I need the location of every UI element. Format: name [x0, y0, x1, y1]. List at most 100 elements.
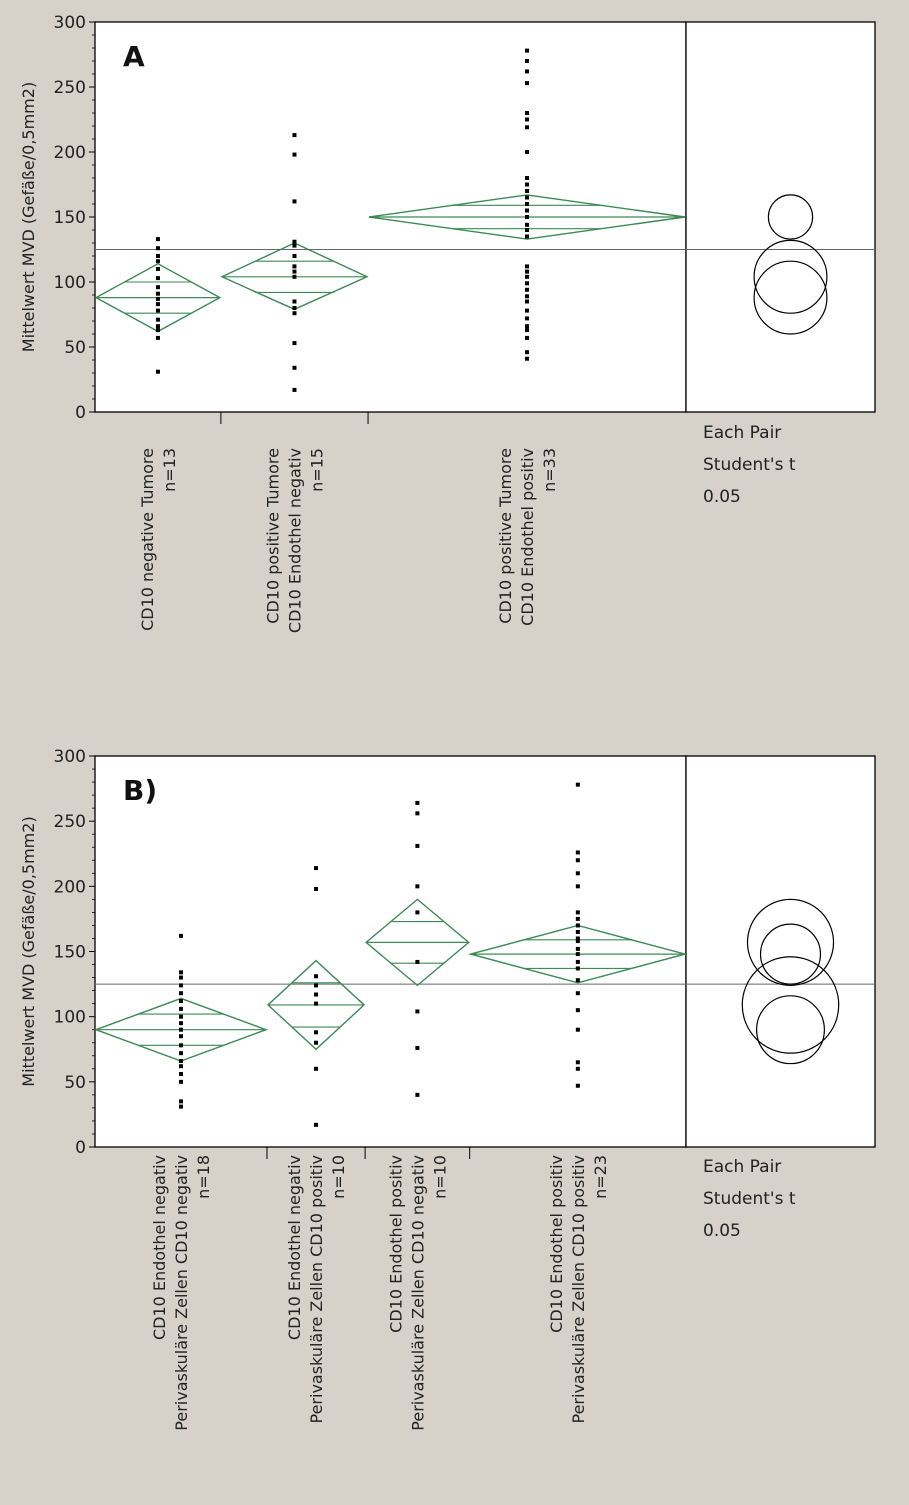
data-point	[155, 237, 160, 242]
data-point	[314, 1066, 319, 1071]
plot-area	[94, 755, 687, 1148]
data-point	[525, 208, 530, 213]
data-point	[292, 269, 297, 274]
panel-label: B)	[123, 774, 157, 807]
data-point	[525, 228, 530, 232]
data-point	[525, 81, 530, 86]
data-point	[415, 843, 420, 848]
data-point	[525, 356, 530, 361]
y-tick-label: 100	[54, 1008, 86, 1028]
category-label: CD10 Endothel positiv	[518, 448, 537, 626]
data-point	[155, 328, 160, 333]
data-point	[525, 176, 530, 180]
data-point	[314, 992, 319, 997]
data-point	[178, 1021, 183, 1026]
data-point	[178, 991, 183, 996]
y-axis-label: Mittelwert MVD (Gefäße/0,5mm2)	[19, 82, 38, 352]
data-point	[575, 978, 580, 983]
data-point	[178, 1014, 183, 1019]
data-point	[575, 923, 580, 928]
data-point	[525, 294, 530, 299]
group-3: CD10 Endothel positiv Perivaskuläre Zelle…	[467, 782, 688, 1424]
data-point	[178, 1043, 183, 1048]
data-point	[292, 341, 297, 346]
data-point	[525, 111, 530, 115]
data-point	[178, 975, 183, 980]
data-point	[525, 202, 530, 206]
y-tick-label: 0	[75, 403, 86, 423]
data-point	[525, 222, 530, 227]
data-point	[155, 254, 160, 258]
category-label: Perivaskuläre Zellen CD10 negativ	[172, 1155, 191, 1431]
y-tick-label: 200	[54, 877, 86, 897]
data-point	[415, 811, 420, 816]
category-label: Perivaskuläre Zellen CD10 negativ	[408, 1155, 427, 1431]
comparison-text: 0.05	[703, 487, 741, 507]
category-label: n=18	[194, 1155, 213, 1199]
data-point	[292, 243, 297, 248]
chart-panel-1: 0 50 100 150 200 250 300 Mittelwert MVD (Gefäße…	[19, 747, 876, 1431]
group-0: CD10 negative Tumore n=13	[94, 237, 222, 631]
data-point	[525, 117, 530, 122]
data-point	[155, 276, 160, 281]
comparison-circle	[759, 923, 822, 985]
comparison-circle	[741, 956, 840, 1054]
data-point	[575, 858, 580, 863]
y-tick-label: 50	[64, 338, 86, 358]
category-label: CD10 Endothel positiv	[547, 1155, 566, 1333]
data-point	[525, 215, 530, 219]
y-tick-label: 300	[54, 13, 86, 33]
data-point	[178, 970, 183, 975]
comparison-circle	[753, 260, 828, 335]
data-point	[575, 946, 580, 951]
data-point	[525, 264, 530, 269]
category-label: CD10 positive Tumore	[496, 448, 515, 624]
data-point	[415, 910, 420, 915]
data-point	[292, 239, 297, 244]
data-point	[575, 850, 580, 855]
data-point	[292, 274, 297, 279]
y-tick-label: 250	[54, 812, 86, 832]
data-point	[525, 335, 530, 340]
data-point	[415, 1009, 420, 1014]
category-label: n=15	[307, 448, 326, 492]
data-point	[525, 195, 530, 200]
data-point	[575, 936, 580, 941]
data-point	[525, 324, 530, 329]
data-point	[314, 866, 319, 871]
comparison-text: 0.05	[703, 1221, 741, 1241]
data-point	[155, 324, 160, 329]
panel-label: A	[123, 40, 145, 73]
category-label: n=10	[430, 1155, 449, 1199]
data-point	[155, 259, 160, 264]
data-point	[292, 199, 297, 204]
data-point	[525, 234, 530, 239]
data-point	[178, 1099, 183, 1104]
data-point	[525, 287, 530, 292]
comparison-text: Student's t	[703, 455, 796, 475]
data-point	[525, 125, 530, 130]
y-tick-label: 50	[64, 1073, 86, 1093]
data-point	[155, 285, 160, 290]
data-point	[525, 189, 530, 193]
y-tick-label: 200	[54, 143, 86, 163]
data-point	[292, 133, 297, 138]
data-point	[292, 254, 297, 258]
comparison-circle	[753, 239, 828, 314]
data-point	[292, 365, 297, 370]
category-label: n=13	[160, 448, 179, 492]
data-point	[155, 335, 160, 340]
comparison-circle	[746, 898, 835, 986]
data-point	[575, 871, 580, 876]
data-point	[155, 302, 160, 307]
data-point	[155, 291, 160, 296]
data-point	[292, 152, 297, 157]
data-point	[415, 959, 420, 964]
data-point	[314, 983, 319, 988]
group-2: CD10 positive Tumore CD10 Endothel positi…	[368, 48, 686, 626]
data-point	[575, 1083, 580, 1088]
data-point	[178, 933, 183, 938]
data-point	[292, 306, 297, 310]
group-2: CD10 Endothel positiv Perivaskuläre Zelle…	[364, 800, 470, 1431]
data-point	[525, 328, 530, 333]
